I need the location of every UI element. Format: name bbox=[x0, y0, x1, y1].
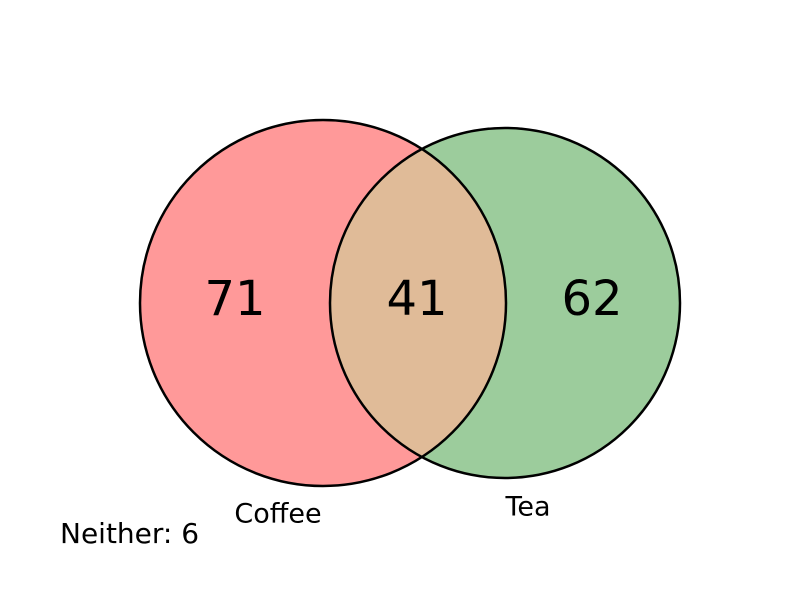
neither-count: Neither: 6 bbox=[60, 517, 199, 550]
both-count: 41 bbox=[386, 271, 447, 327]
coffee-only-count: 71 bbox=[204, 271, 265, 327]
coffee-circle-outline bbox=[138, 118, 508, 488]
coffee-label: Coffee bbox=[234, 499, 321, 530]
tea-label: Tea bbox=[504, 492, 550, 523]
tea-circle-outline bbox=[328, 126, 682, 480]
tea-only-count: 62 bbox=[561, 271, 622, 327]
